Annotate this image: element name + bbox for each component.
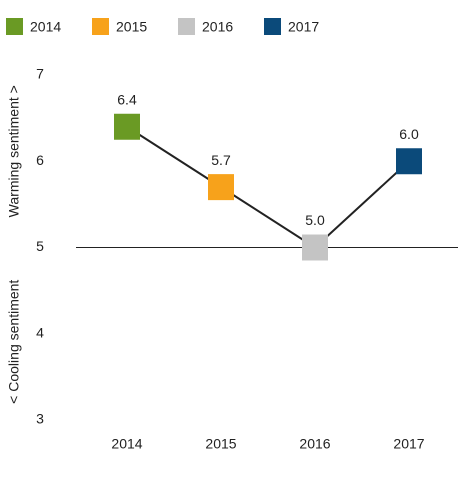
- legend-swatch: [6, 18, 23, 35]
- y-axis-label: Warming sentiment >: [6, 85, 22, 217]
- data-label: 6.4: [117, 91, 137, 107]
- legend-swatch: [92, 18, 109, 35]
- legend-swatch: [178, 18, 195, 35]
- data-label: 5.0: [305, 212, 325, 228]
- legend-label: 2014: [30, 19, 61, 35]
- data-label: 5.7: [211, 152, 231, 168]
- legend-label: 2015: [116, 19, 147, 35]
- y-tick-label: 7: [36, 66, 44, 82]
- x-tick-label: 2017: [393, 436, 424, 452]
- data-label: 6.0: [399, 126, 419, 142]
- y-tick-label: 4: [36, 324, 44, 340]
- marker: [302, 234, 328, 261]
- marker: [208, 174, 234, 201]
- x-tick-label: 2014: [111, 436, 142, 452]
- legend-label: 2017: [288, 19, 319, 35]
- data-line: [126, 125, 410, 249]
- y-tick-label: 3: [36, 411, 44, 427]
- x-tick-label: 2016: [299, 436, 330, 452]
- marker: [396, 148, 422, 175]
- legend-label: 2016: [202, 19, 233, 35]
- x-tick-label: 2015: [205, 436, 236, 452]
- y-tick-label: 5: [36, 238, 44, 254]
- y-tick-label: 6: [36, 152, 44, 168]
- y-axis-label: < Cooling sentiment: [6, 280, 22, 404]
- marker: [114, 113, 140, 140]
- legend-swatch: [264, 18, 281, 35]
